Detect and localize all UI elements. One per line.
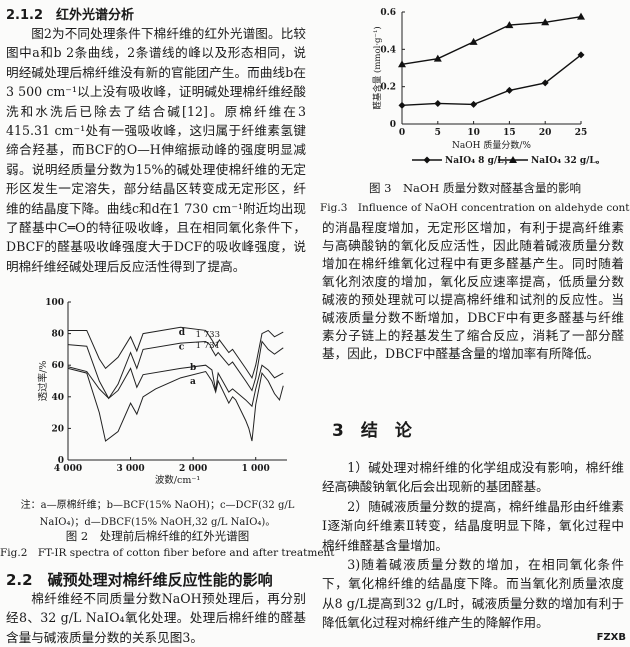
data-point-2 [577,12,585,20]
figure-2-note-line1: 注：a—原棉纤维；b—BCF(15% NaOH)；c—DCF(32 g/L [20,500,295,511]
x-tick-label: 3 000 [116,464,144,474]
paragraph: 的消晶程度增加，无定形区增加，有利于提高纤维素与高碘酸钠的氧化反应活性，因此随着… [322,220,624,361]
journal-logo: FZXB [596,632,626,643]
x-axis-label: 波数/cm⁻¹ [155,474,201,485]
x-tick-label: 1 000 [242,464,270,474]
curve-label-b: b [190,363,196,373]
y-tick-label: 0 [58,456,64,466]
curve-label-a: a [190,377,196,387]
conclusions-list: 1）碱处理对棉纤维的化学组成没有影响，棉纤维经高碘酸钠氧化后会出现新的基团醛基。… [322,458,624,633]
y-tick-label: 0.4 [380,45,396,55]
legend-marker-2 [509,156,517,163]
x-tick-label: 25 [575,128,588,138]
section-3-heading: 3 结 论 [332,421,412,441]
y-tick-label: 0.2 [380,83,396,93]
conclusion-item-1: 1）碱处理对棉纤维的化学组成没有影响，棉纤维经高碘酸钠氧化后会出现新的基团醛基。 [322,460,624,495]
x-tick-label: 4 000 [54,464,82,474]
section-2-2-heading: 2.2 碱预处理对棉纤维反应性能的影响 [6,571,273,589]
figure-3-caption-cn: 图 3 NaOH 质量分数对醛基含量的影响 [368,181,581,195]
ir-curve-a [67,367,284,442]
legend-label-1: NaIO₄ 8 g/L； [445,156,513,166]
legend-marker-1 [423,156,431,164]
section-2-1-2-body: 图2为不同处理条件下棉纤维的红外光谱图。比较图中a和b 2条曲线，2条谱线的峰以… [6,24,306,276]
ir-curve-d [68,326,284,380]
x-tick-label: 10 [467,128,480,138]
data-point-1 [541,79,549,87]
curve-label-d: d [179,328,186,338]
y-tick-label: 40 [51,393,64,403]
figure-2-ir-spectra: 0 20 40 60 80 100 4 000 3 000 2 000 1 000 波数/cm⁻¹ 透… [37,298,287,485]
data-point-1 [470,100,478,108]
data-point-1 [434,99,442,107]
paragraph: 棉纤维经不同质量分数NaOH预处理后，再分别经8、32 g/L NaIO₄氧化处… [6,591,306,645]
x-tick-label: 15 [503,128,516,138]
x-tick-label: 5 [435,128,441,138]
y-tick-label: 0 [390,120,396,130]
y-tick-label: 100 [45,298,64,308]
curve-label-c: c [179,342,185,352]
data-point-2 [398,60,406,68]
x-tick-label: 20 [539,128,552,138]
section-2-2-body: 棉纤维经不同质量分数NaOH预处理后，再分别经8、32 g/L NaIO₄氧化处… [6,589,306,647]
y-tick-label: 60 [51,361,64,371]
section-2-1-2-heading: 2.1.2 红外光谱分析 [6,8,135,23]
data-point-2 [541,18,550,26]
peak-label-1731: 1 731 [196,341,220,351]
x-tick-label: 0 [399,128,405,138]
data-point-2 [505,21,514,29]
data-point-1 [505,86,513,94]
conclusion-item-2: 2）随碱液质量分数的提高，棉纤维晶形由纤维素Ⅰ逐渐向纤维素Ⅱ转变，结晶度明显下降… [322,498,624,553]
paragraph: 图2为不同处理条件下棉纤维的红外光谱图。比较图中a和b 2条曲线，2条谱线的峰以… [6,26,306,274]
figure-3-caption-en: Fig.3 Influence of NaOH concentration on… [320,202,630,214]
series-line-1 [401,54,582,107]
y-tick-label: 20 [51,424,64,434]
legend-label-2: NaIO₄ 32 g/L。 [531,156,605,166]
x-axis-label: NaOH 质量分数/% [452,139,531,151]
figure-2-note-line2: NaIO₄)；d—DBCF(15% NaOH,32 g/L NaIO₄)。 [39,517,276,528]
data-point-1 [577,51,585,59]
ir-curve-b [67,364,284,408]
x-tick-label: 2 000 [179,464,207,474]
y-axis-label: 透过率/% [37,361,49,402]
ir-curve-c [67,340,284,400]
figure-2-caption-cn: 图 2 处理前后棉纤维的红外光谱图 [65,529,250,543]
figure-2-caption-en: Fig.2 FT-IR spectra of cotton fiber befo… [0,547,335,559]
y-tick-label: 80 [51,330,64,340]
y-axis-label: 醛基含量 (mmol·g⁻¹) [372,26,383,109]
discussion-continued: 的消晶程度增加，无定形区增加，有利于提高纤维素与高碘酸钠的氧化反应活性，因此随着… [322,219,624,363]
peak-label-1733: 1 733 [196,330,220,340]
data-point-1 [398,101,406,109]
series-line-2 [401,15,582,65]
figure-3-aldehyde-chart: 0 0.2 0.4 0.6 0 5 10 15 20 25 NaOH 质量分数/% 醛基含量 (mmo… [372,8,605,166]
y-tick-label: 0.6 [380,8,396,18]
data-point-2 [433,54,442,62]
data-point-2 [469,37,478,45]
conclusion-item-3: 3)随着碱液质量分数的增加，在相同氧化条件下，氧化棉纤维的结晶度下降。而当氧化剂… [322,557,624,631]
